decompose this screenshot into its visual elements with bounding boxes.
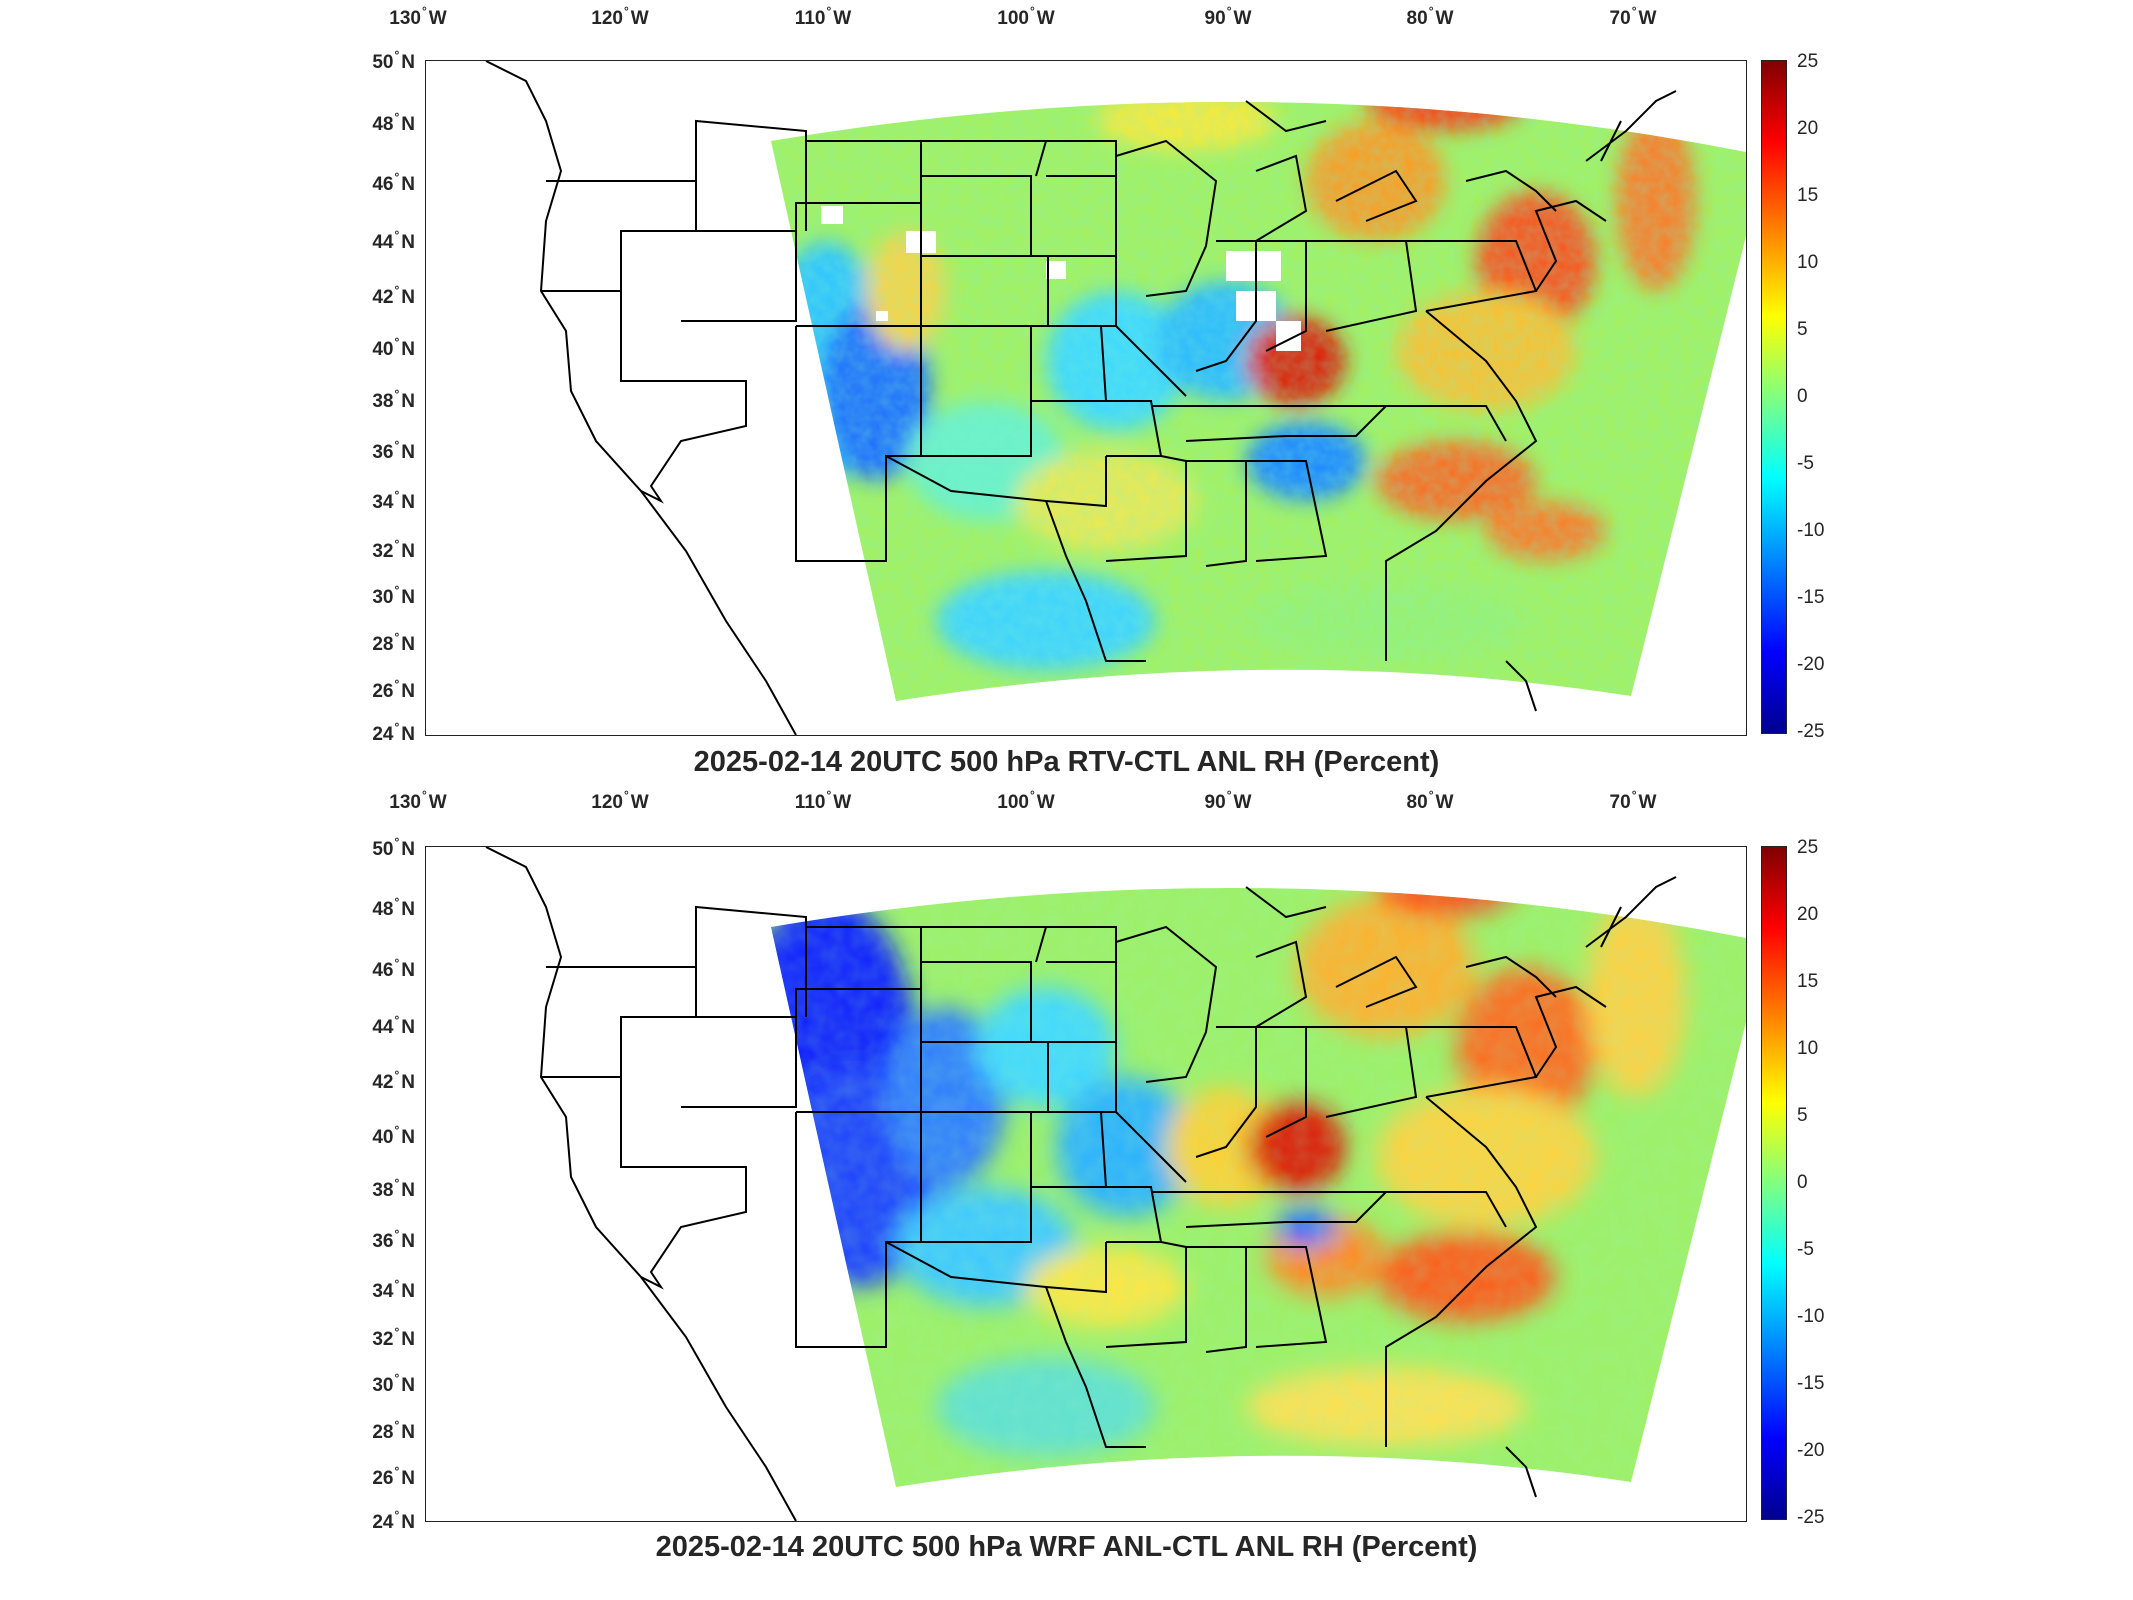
colorbar-tick: -20 (1797, 654, 1825, 675)
wrf-anl-ctl-panel: 130° W 120° W 110° W 100° W 90° W 80° W 70° W 5… (0, 788, 2133, 1600)
lon-label: 130° W (389, 4, 447, 29)
lon-label: 110° W (794, 4, 852, 29)
rh-difference-map (425, 846, 1747, 1522)
lat-label: 50° N (372, 835, 415, 860)
map-svg (485, 847, 1746, 1521)
lat-label: 48° N (372, 110, 415, 135)
lon-label: 110° W (794, 788, 852, 813)
lat-label: 30° N (372, 583, 415, 608)
colorbar-tick: 15 (1797, 185, 1819, 206)
colorbar (1761, 60, 1787, 734)
lon-label: 70° W (1609, 788, 1657, 813)
colorbar-tick: 25 (1797, 837, 1819, 858)
lat-label: 34° N (372, 1277, 415, 1302)
lat-label: 36° N (372, 1227, 415, 1252)
colorbar-tick: -20 (1797, 1440, 1825, 1461)
colorbar-tick: 10 (1797, 1038, 1819, 1059)
lat-label: 32° N (372, 537, 415, 562)
colorbar-tick: 20 (1797, 118, 1819, 139)
colorbar-tick: -25 (1797, 721, 1825, 742)
lon-label: 130° W (389, 788, 447, 813)
rh-difference-map (425, 60, 1747, 736)
lon-label: 90° W (1204, 788, 1252, 813)
lat-label: 26° N (372, 677, 415, 702)
lat-label: 44° N (372, 1013, 415, 1038)
lat-label: 44° N (372, 228, 415, 253)
lat-label: 48° N (372, 895, 415, 920)
lon-label: 80° W (1406, 788, 1454, 813)
lon-label: 100° W (997, 4, 1055, 29)
lon-label: 80° W (1406, 4, 1454, 29)
map-svg (485, 61, 1746, 735)
lat-label: 38° N (372, 1176, 415, 1201)
lat-label: 26° N (372, 1464, 415, 1489)
lon-label: 70° W (1609, 4, 1657, 29)
lat-label: 40° N (372, 335, 415, 360)
lat-label: 30° N (372, 1371, 415, 1396)
panel-title: 2025-02-14 20UTC 500 hPa RTV-CTL ANL RH … (693, 746, 1440, 778)
colorbar-tick: -15 (1797, 587, 1825, 608)
lat-label: 28° N (372, 630, 415, 655)
colorbar-tick: -25 (1797, 1507, 1825, 1528)
lat-label: 32° N (372, 1325, 415, 1350)
lon-label: 100° W (997, 788, 1055, 813)
lat-label: 46° N (372, 956, 415, 981)
rtv-ctl-panel: 130° W 120° W 110° W 100° W 90° W 80° W 70° W 5… (372, 4, 1825, 778)
colorbar-tick: 25 (1797, 51, 1819, 72)
colorbar-tick: -10 (1797, 520, 1825, 541)
colorbar-tick: 15 (1797, 971, 1819, 992)
lat-label: 42° N (372, 1068, 415, 1093)
lat-label: 36° N (372, 438, 415, 463)
rh-field (771, 887, 1746, 1488)
rh-field (771, 101, 1746, 702)
lat-label: 42° N (372, 283, 415, 308)
colorbar-tick: 20 (1797, 904, 1819, 925)
lat-label: 28° N (372, 1418, 415, 1443)
lat-label: 46° N (372, 170, 415, 195)
lat-label: 24° N (372, 720, 415, 745)
lon-label: 90° W (1204, 4, 1252, 29)
state-borders (485, 847, 1677, 1521)
lon-label: 120° W (591, 4, 649, 29)
lat-label: 40° N (372, 1123, 415, 1148)
lon-label: 120° W (591, 788, 649, 813)
state-borders (485, 61, 1677, 735)
colorbar-tick: 0 (1797, 386, 1808, 407)
lat-label: 38° N (372, 387, 415, 412)
colorbar-tick: -10 (1797, 1306, 1825, 1327)
colorbar (1761, 846, 1787, 1520)
lat-label: 34° N (372, 488, 415, 513)
panel-title: 2025-02-14 20UTC 500 hPa WRF ANL-CTL ANL… (655, 1531, 1478, 1563)
colorbar-tick: 0 (1797, 1172, 1808, 1193)
colorbar-tick: 5 (1797, 319, 1808, 340)
colorbar-tick: -5 (1797, 1239, 1814, 1260)
colorbar-tick: 10 (1797, 252, 1819, 273)
colorbar-tick: 5 (1797, 1105, 1808, 1126)
colorbar-tick: -15 (1797, 1373, 1825, 1394)
lat-label: 24° N (372, 1508, 415, 1533)
lat-label: 50° N (372, 48, 415, 73)
colorbar-tick: -5 (1797, 453, 1814, 474)
